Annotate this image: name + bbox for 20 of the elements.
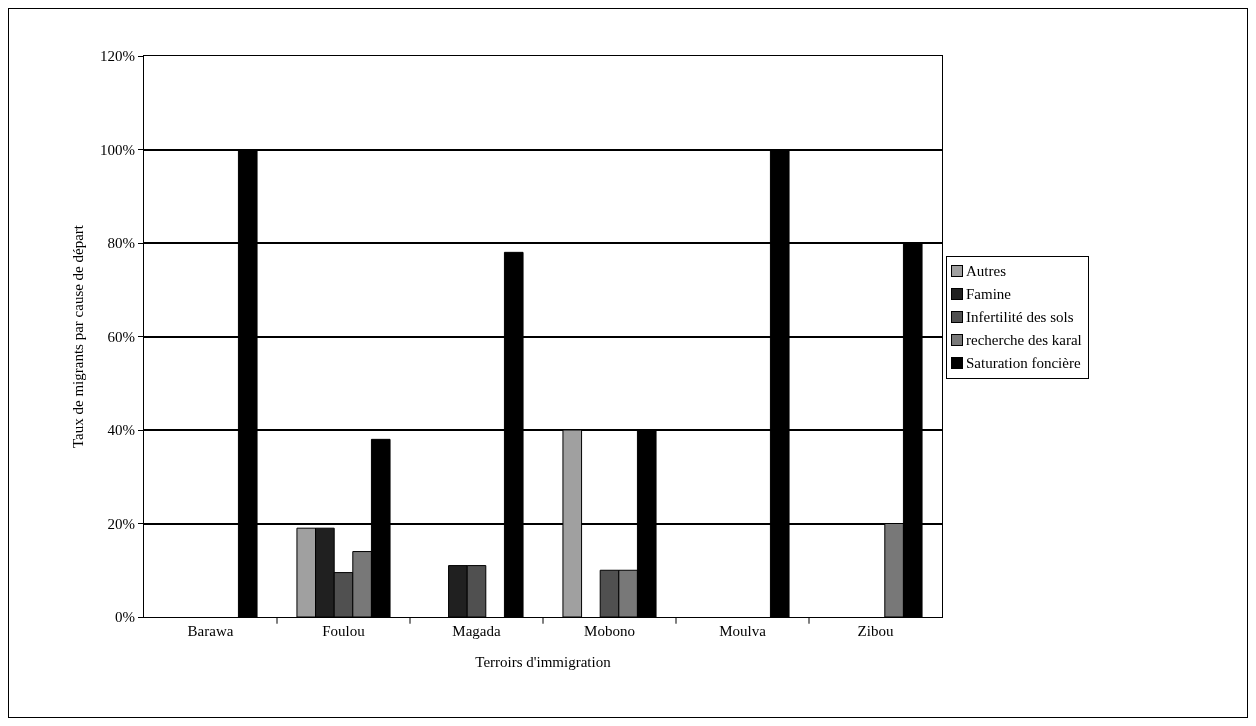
y-axis-title: Taux de migrants par cause de départ — [70, 224, 87, 449]
x-tick-label: Barawa — [187, 623, 234, 639]
legend-label: Autres — [966, 263, 1006, 279]
x-tick-label: Foulou — [322, 623, 366, 639]
y-tick-label: 40% — [107, 422, 135, 439]
y-tick-label: 0% — [115, 609, 135, 626]
legend-label: recherche des karal — [966, 332, 1082, 348]
y-tick-label: 20% — [107, 515, 135, 532]
x-tick-label: Moulva — [719, 623, 767, 639]
y-tick-label: 80% — [107, 235, 135, 252]
legend-label: Infertilité des sols — [966, 309, 1074, 325]
x-axis-title: Terroirs d'immigration — [475, 654, 612, 670]
legend-label: Saturation foncière — [966, 355, 1081, 371]
x-tick-label: Zibou — [857, 623, 894, 639]
y-tick-label: 60% — [107, 328, 135, 345]
legend-label: Famine — [966, 286, 1011, 302]
x-tick-label: Mobono — [584, 623, 635, 639]
x-tick-label: Magada — [452, 623, 501, 639]
y-tick-label: 100% — [100, 141, 135, 158]
y-tick-label: 120% — [100, 48, 135, 65]
